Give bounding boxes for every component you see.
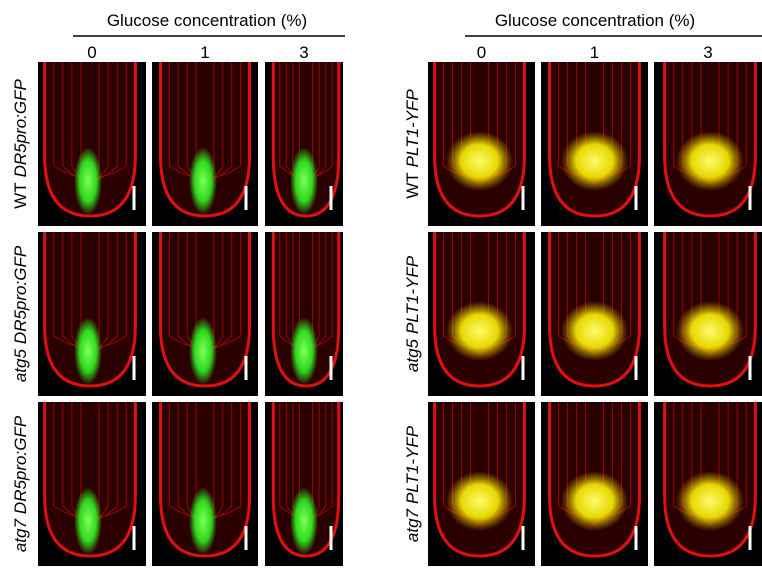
column-label: 1	[590, 43, 599, 62]
yfp-signal	[675, 471, 745, 531]
root-outline	[271, 62, 341, 218]
row-label-part: DR5pro:GFP	[11, 415, 30, 514]
micrograph	[38, 402, 146, 566]
row-label: WT DR5pro:GFP	[11, 78, 30, 208]
row-label-part: atg7	[403, 508, 422, 542]
column-label: 3	[703, 43, 712, 62]
row-label: atg5 PLT1-YFP	[403, 255, 422, 372]
root-outline	[271, 402, 341, 558]
micrograph	[428, 62, 535, 226]
micrograph	[428, 232, 535, 396]
micrograph	[38, 62, 146, 226]
root-outline	[43, 232, 137, 388]
yfp-signal	[560, 131, 629, 191]
micrograph	[265, 232, 343, 396]
yfp-signal	[560, 471, 629, 531]
micrograph	[541, 62, 648, 226]
row-label: atg7 PLT1-YFP	[403, 425, 422, 542]
gfp-signal	[290, 147, 318, 215]
root-outline	[271, 232, 341, 388]
gfp-signal	[74, 317, 102, 385]
row-label: atg5 DR5pro:GFP	[11, 245, 30, 382]
gfp-signal	[290, 317, 318, 385]
micrograph	[654, 62, 762, 226]
gfp-signal	[290, 487, 318, 555]
panel-header: Glucose concentration (%)	[107, 11, 307, 30]
gfp-signal	[74, 487, 102, 555]
yfp-signal	[445, 471, 514, 531]
gfp-signal	[189, 487, 217, 555]
column-label: 0	[87, 43, 96, 62]
row-label-part: WT	[11, 182, 30, 208]
yfp-signal	[445, 301, 514, 361]
column-label: 1	[200, 43, 209, 62]
micrograph	[152, 62, 258, 226]
row-label-part: PLT1-YFP	[403, 89, 422, 168]
row-label-part: WT	[403, 172, 422, 198]
micrograph	[38, 232, 146, 396]
micrograph	[152, 232, 258, 396]
root-outline	[158, 232, 252, 388]
micrograph	[541, 232, 648, 396]
yfp-signal	[675, 131, 745, 191]
root-outline	[158, 62, 252, 218]
column-label: 0	[477, 43, 486, 62]
gfp-signal	[74, 147, 102, 215]
row-label-part: DR5pro:GFP	[11, 245, 30, 344]
row-label-part: PLT1-YFP	[403, 255, 422, 334]
root-outline	[158, 402, 252, 558]
micrograph	[265, 402, 343, 566]
micrograph	[654, 232, 762, 396]
gfp-signal	[189, 147, 217, 215]
yfp-signal	[675, 301, 745, 361]
micrograph	[428, 402, 535, 566]
row-label-part: DR5pro:GFP	[11, 78, 30, 177]
row-label: atg7 DR5pro:GFP	[11, 415, 30, 552]
gfp-signal	[189, 317, 217, 385]
micrograph	[265, 62, 343, 226]
yfp-signal	[560, 301, 629, 361]
panel-header: Glucose concentration (%)	[495, 11, 695, 30]
root-outline	[43, 402, 137, 558]
root-outline	[43, 62, 137, 218]
column-label: 3	[299, 43, 308, 62]
row-label: WT PLT1-YFP	[403, 89, 422, 199]
row-label-part: PLT1-YFP	[403, 425, 422, 504]
micrograph	[654, 402, 762, 566]
micrograph	[152, 402, 258, 566]
micrograph	[541, 402, 648, 566]
row-label-part: atg5	[11, 349, 30, 383]
yfp-signal	[445, 131, 514, 191]
row-label-part: atg5	[403, 338, 422, 372]
row-label-part: atg7	[11, 519, 30, 553]
